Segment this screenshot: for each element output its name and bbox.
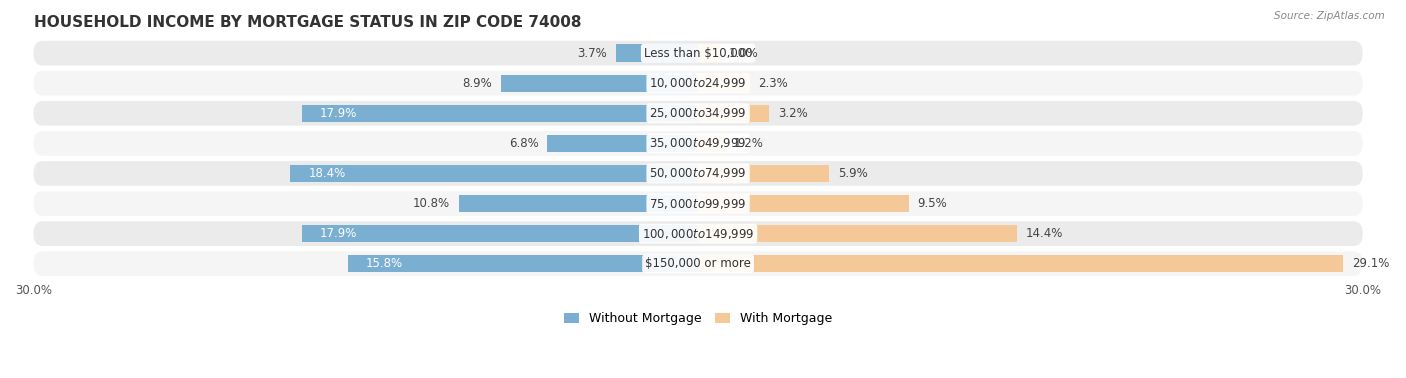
Bar (699, 165, 828, 182)
Bar (349, 255, 699, 273)
Text: $25,000 to $34,999: $25,000 to $34,999 (650, 106, 747, 120)
Text: 8.9%: 8.9% (463, 77, 492, 90)
Text: 6.8%: 6.8% (509, 137, 538, 150)
Text: $10,000 to $24,999: $10,000 to $24,999 (650, 76, 747, 90)
Bar (616, 45, 699, 62)
FancyBboxPatch shape (34, 131, 1362, 156)
Text: 14.4%: 14.4% (1026, 227, 1063, 240)
FancyBboxPatch shape (34, 221, 1362, 246)
Text: 3.7%: 3.7% (578, 46, 607, 60)
FancyBboxPatch shape (34, 71, 1362, 96)
Text: 29.1%: 29.1% (1351, 257, 1389, 270)
FancyBboxPatch shape (34, 161, 1362, 186)
Text: $50,000 to $74,999: $50,000 to $74,999 (650, 166, 747, 180)
FancyBboxPatch shape (34, 41, 1362, 65)
Bar (301, 105, 699, 122)
Bar (699, 105, 769, 122)
Text: 15.8%: 15.8% (366, 257, 404, 270)
Text: 9.5%: 9.5% (918, 197, 948, 210)
Text: 10.8%: 10.8% (413, 197, 450, 210)
Bar (699, 135, 724, 152)
Text: HOUSEHOLD INCOME BY MORTGAGE STATUS IN ZIP CODE 74008: HOUSEHOLD INCOME BY MORTGAGE STATUS IN Z… (34, 15, 581, 30)
Text: Source: ZipAtlas.com: Source: ZipAtlas.com (1274, 11, 1385, 21)
Legend: Without Mortgage, With Mortgage: Without Mortgage, With Mortgage (564, 313, 832, 325)
FancyBboxPatch shape (34, 251, 1362, 276)
Text: 18.4%: 18.4% (308, 167, 346, 180)
Text: $100,000 to $149,999: $100,000 to $149,999 (643, 227, 754, 241)
Text: 17.9%: 17.9% (319, 107, 357, 120)
Text: 1.0%: 1.0% (730, 46, 759, 60)
FancyBboxPatch shape (34, 101, 1362, 125)
Text: $75,000 to $99,999: $75,000 to $99,999 (650, 197, 747, 211)
Text: 1.2%: 1.2% (734, 137, 763, 150)
Bar (547, 135, 699, 152)
Text: 2.3%: 2.3% (758, 77, 787, 90)
Bar (301, 225, 699, 242)
Bar (501, 74, 699, 92)
Bar (699, 195, 908, 212)
Text: $150,000 or more: $150,000 or more (645, 257, 751, 270)
Bar (291, 165, 699, 182)
Bar (699, 45, 720, 62)
Bar (699, 74, 749, 92)
Bar (699, 255, 1343, 273)
Bar (699, 225, 1017, 242)
Text: Less than $10,000: Less than $10,000 (644, 46, 752, 60)
Text: 5.9%: 5.9% (838, 167, 868, 180)
Text: $35,000 to $49,999: $35,000 to $49,999 (650, 136, 747, 150)
Text: 17.9%: 17.9% (319, 227, 357, 240)
FancyBboxPatch shape (34, 191, 1362, 216)
Bar (458, 195, 699, 212)
Text: 3.2%: 3.2% (778, 107, 807, 120)
